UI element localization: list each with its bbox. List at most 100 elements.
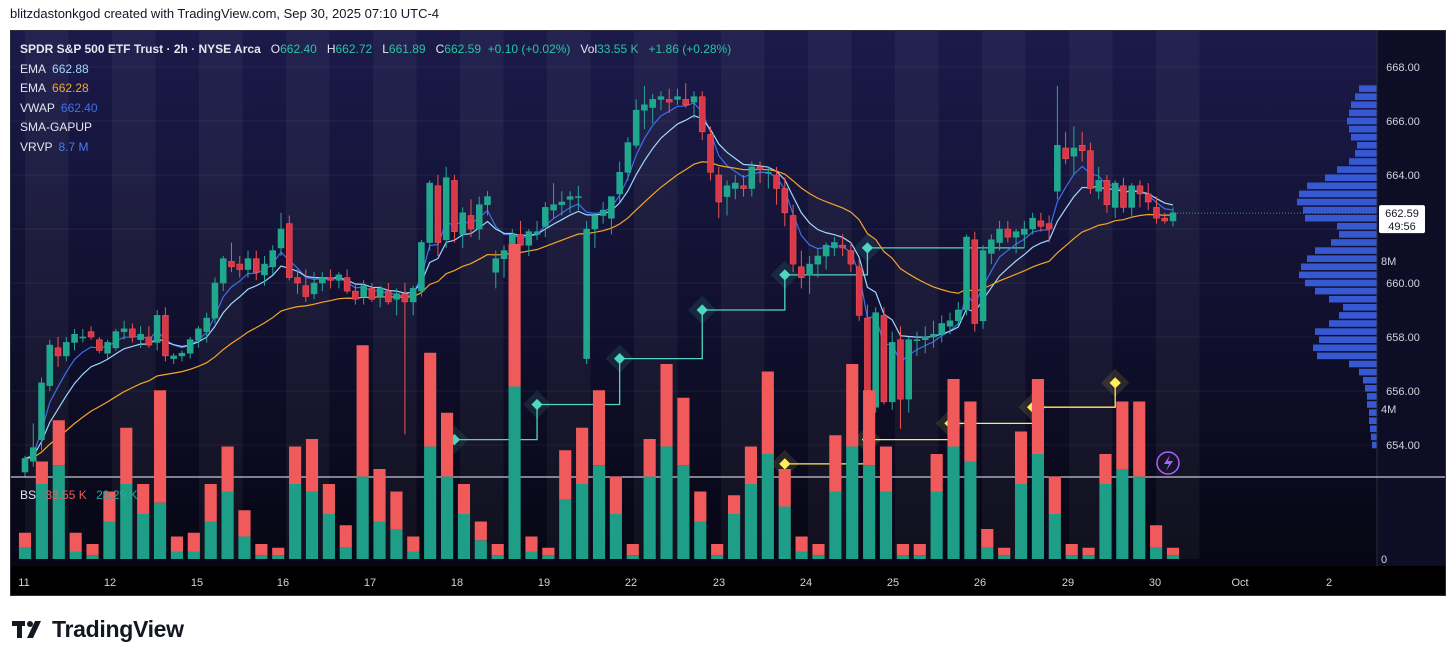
candle-body bbox=[409, 288, 417, 303]
candle-body bbox=[1111, 182, 1119, 208]
vrvp-bar bbox=[1359, 368, 1377, 376]
candle-body bbox=[988, 239, 995, 254]
vrvp-bar bbox=[1331, 239, 1377, 246]
bs-buy-bar bbox=[1150, 547, 1163, 559]
bs-sell-bar bbox=[272, 547, 285, 556]
vrvp-bar bbox=[1337, 223, 1377, 230]
indicator-value: 8.7 M bbox=[58, 139, 89, 154]
bs-sell-bar bbox=[474, 521, 487, 541]
vrvp-bar bbox=[1363, 376, 1377, 384]
bs-buy-bar bbox=[812, 555, 825, 559]
open-label: O bbox=[270, 42, 281, 56]
sma-gapup-teal-line bbox=[454, 247, 1025, 441]
candle-body bbox=[376, 288, 384, 297]
vrvp-bar bbox=[1347, 117, 1377, 125]
bs-sell-bar bbox=[829, 435, 842, 492]
session-band bbox=[1156, 31, 1200, 559]
vrvp-bar bbox=[1305, 214, 1377, 222]
bs-sell-bar bbox=[508, 244, 521, 387]
candle-body bbox=[1037, 220, 1045, 227]
vrvp-bar bbox=[1357, 142, 1377, 149]
bs-sell-bar bbox=[204, 484, 217, 522]
bs-sell-bar bbox=[238, 510, 251, 537]
candle-body bbox=[294, 277, 301, 284]
vrvp-bar bbox=[1313, 344, 1377, 352]
bs-buy-bar bbox=[559, 499, 572, 559]
vrvp-bar bbox=[1367, 393, 1377, 400]
indicator-sma-gapup[interactable]: SMA-GAPUP bbox=[20, 118, 731, 138]
bs-buy-bar bbox=[643, 476, 656, 559]
candle-body bbox=[715, 174, 723, 203]
bs-label[interactable]: BS bbox=[20, 488, 37, 502]
candle-body bbox=[599, 209, 607, 216]
vrvp-bar bbox=[1301, 263, 1377, 271]
bs-sell-bar bbox=[711, 544, 724, 556]
vrvp-bar bbox=[1303, 206, 1377, 214]
bs-buy-bar bbox=[744, 484, 758, 559]
candle-body bbox=[434, 185, 442, 243]
bs-buy-bar bbox=[542, 555, 555, 559]
vol-change: +1.86 (+0.28%) bbox=[648, 42, 732, 56]
sma-gapup-yellow-line-marker bbox=[1109, 377, 1121, 389]
bs-sell-bar bbox=[660, 364, 673, 447]
bs-sell-bar bbox=[525, 536, 538, 552]
bs-buy-bar bbox=[457, 514, 471, 559]
indicator-name: VRVP bbox=[20, 139, 53, 154]
candle-body bbox=[484, 196, 491, 206]
candle-body bbox=[219, 258, 227, 284]
bs-buy-bar bbox=[52, 465, 65, 559]
indicator-vrvp[interactable]: VRVP 8.7 M bbox=[20, 138, 731, 158]
bs-buy-bar bbox=[609, 514, 622, 559]
vrvp-bar bbox=[1319, 336, 1377, 343]
vrvp-bar bbox=[1351, 101, 1377, 109]
vrvp-bar bbox=[1370, 425, 1377, 433]
chart-frame[interactable]: 668.00666.00664.00662.00660.00658.00656.… bbox=[10, 30, 1446, 596]
candle-body bbox=[286, 223, 293, 278]
bs-sell-bar bbox=[863, 390, 876, 466]
indicator-ema-slow[interactable]: EMA 662.28 bbox=[20, 79, 731, 99]
bs-buy-bar bbox=[677, 465, 690, 559]
bs-buy-bar bbox=[1099, 484, 1112, 559]
vrvp-bar bbox=[1317, 352, 1377, 360]
bs-sell-bar bbox=[221, 446, 234, 492]
indicator-name: EMA bbox=[20, 61, 47, 76]
candle-body bbox=[500, 250, 508, 260]
sma-gapup-teal-line-marker bbox=[613, 352, 626, 365]
candle-body bbox=[781, 188, 789, 214]
vrvp-bar bbox=[1315, 287, 1377, 295]
time-tick-label: 2 bbox=[1326, 577, 1332, 589]
vrvp-bar bbox=[1297, 198, 1377, 206]
time-axis-bg bbox=[11, 566, 1445, 595]
bs-buy-bar bbox=[390, 529, 403, 559]
bs-sell-bar bbox=[35, 461, 48, 484]
candle-body bbox=[798, 266, 805, 278]
candle-body bbox=[946, 320, 954, 327]
candle-body bbox=[302, 285, 310, 297]
time-tick-label: 12 bbox=[104, 577, 116, 589]
candle-body bbox=[723, 185, 731, 197]
candle-body bbox=[608, 196, 615, 219]
bs-sell-bar bbox=[1116, 401, 1129, 469]
candle-body bbox=[418, 242, 425, 292]
bs-buy-bar bbox=[1048, 514, 1061, 559]
bs-sell-bar bbox=[576, 427, 589, 484]
candle-body bbox=[1095, 180, 1102, 192]
candle-body bbox=[87, 331, 95, 338]
vrvp-bar bbox=[1349, 158, 1377, 165]
indicator-vwap[interactable]: VWAP 662.40 bbox=[20, 99, 731, 119]
symbol-title[interactable]: SPDR S&P 500 ETF Trust · 2h · NYSE Arca bbox=[20, 42, 261, 56]
bs-buy-bar bbox=[440, 476, 454, 559]
tradingview-logo[interactable]: TradingView bbox=[12, 616, 184, 643]
time-tick-label: 15 bbox=[191, 577, 203, 589]
bs-buy-bar bbox=[170, 551, 184, 559]
sma-gapup-teal-line-marker bbox=[531, 398, 543, 411]
vrvp-bar bbox=[1343, 304, 1377, 311]
bs-sell-bar bbox=[592, 390, 606, 466]
high-label: H bbox=[326, 42, 336, 56]
bs-sell-bar bbox=[998, 547, 1011, 556]
indicator-ema-fast[interactable]: EMA 662.88 bbox=[20, 60, 731, 80]
bs-sell-bar bbox=[1048, 476, 1061, 514]
candle-body bbox=[451, 180, 458, 232]
candle-body bbox=[1128, 185, 1135, 208]
price-chart[interactable]: 668.00666.00664.00662.00660.00658.00656.… bbox=[11, 31, 1446, 596]
